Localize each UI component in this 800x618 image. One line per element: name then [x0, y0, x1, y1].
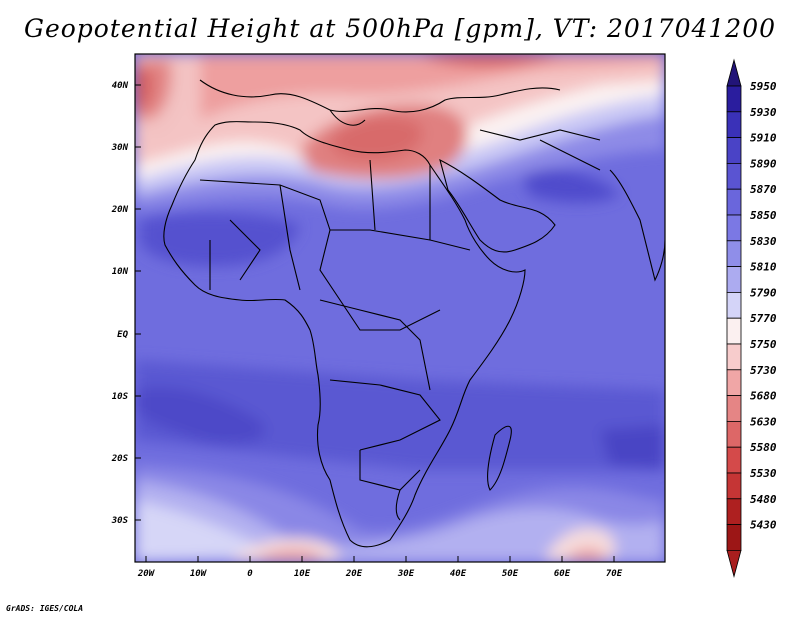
- colorbar-label: 5930: [750, 106, 777, 119]
- colorbar-label: 5580: [750, 441, 777, 454]
- colorbar-top-arrow: [726, 58, 742, 87]
- colorbar-swatch: [726, 162, 742, 190]
- colorbar-swatch: [726, 498, 742, 525]
- colorbar-label: 5530: [750, 467, 777, 480]
- colorbar-swatch: [726, 85, 742, 113]
- colorbar-bottom-arrow: [726, 550, 742, 578]
- colorbar-label: 5950: [750, 80, 777, 93]
- colorbar-swatch: [726, 266, 742, 293]
- lat-label: 30N: [111, 143, 129, 153]
- colorbar-swatch: [726, 369, 742, 396]
- colorbar-label: 5790: [750, 286, 777, 299]
- colorbar-swatch: [726, 317, 742, 345]
- plot-frame: [134, 53, 666, 563]
- lat-label: 20S: [111, 454, 129, 464]
- lon-label: 50E: [502, 569, 519, 579]
- colorbar-swatch: [726, 111, 742, 139]
- lon-label: 40E: [450, 569, 467, 579]
- lon-label: 20W: [137, 569, 156, 579]
- colorbar-label: 5630: [750, 415, 777, 428]
- lat-axis: 40N 30N 20N 10N EQ 10S 20S 30S: [111, 81, 141, 526]
- lat-label: 40N: [112, 81, 129, 91]
- lon-axis: 20W 10W 0 10E 20E 30E 40E 50E 60E 70E: [137, 556, 623, 579]
- colorbar-swatch: [726, 137, 742, 164]
- colorbar: 5950 5930 5910 5890 5870 5850 5830 5810 5790 5770…: [726, 58, 777, 578]
- colorbar-label: 5680: [750, 390, 777, 403]
- colorbar-label: 5770: [750, 312, 777, 325]
- lat-label: 10N: [112, 267, 129, 277]
- colorbar-swatch: [726, 240, 742, 268]
- colorbar-swatch: [726, 395, 742, 422]
- lat-label: 10S: [112, 392, 129, 402]
- colorbar-swatch: [726, 343, 742, 371]
- lat-label: 20N: [111, 205, 129, 215]
- colorbar-label: 5890: [750, 157, 777, 170]
- lon-label: 60E: [554, 569, 571, 579]
- lat-label: 30S: [111, 516, 129, 526]
- colorbar-label: 5830: [750, 235, 777, 248]
- lon-label: 20E: [345, 569, 363, 579]
- coastlines: [163, 79, 665, 548]
- colorbar-swatch: [726, 446, 742, 474]
- height-field: [135, 54, 665, 562]
- lon-label: 30E: [397, 569, 415, 579]
- colorbar-label: 5810: [750, 261, 777, 274]
- colorbar-label: 5750: [750, 338, 777, 351]
- lat-label: EQ: [117, 330, 128, 340]
- colorbar-swatch: [726, 420, 742, 448]
- colorbar-label: 5910: [750, 132, 777, 145]
- colorbar-swatch: [726, 291, 742, 319]
- lon-label: 10W: [190, 569, 208, 579]
- lon-label: 10E: [294, 569, 311, 579]
- colorbar-swatch: [726, 524, 742, 551]
- colorbar-label: 5730: [750, 364, 777, 377]
- lon-label: 0: [247, 569, 253, 579]
- map-title: Geopotential Height at 500hPa [gpm], VT:…: [23, 14, 777, 43]
- colorbar-swatch: [726, 472, 742, 500]
- lon-label: 70E: [606, 569, 623, 579]
- credit-text: GrADS: IGES/COLA: [6, 604, 84, 613]
- colorbar-swatch: [726, 188, 742, 216]
- colorbar-label: 5430: [750, 519, 777, 532]
- colorbar-swatch: [726, 214, 742, 242]
- colorbar-label: 5870: [750, 183, 777, 196]
- colorbar-label: 5850: [750, 209, 777, 222]
- colorbar-label: 5480: [750, 493, 777, 506]
